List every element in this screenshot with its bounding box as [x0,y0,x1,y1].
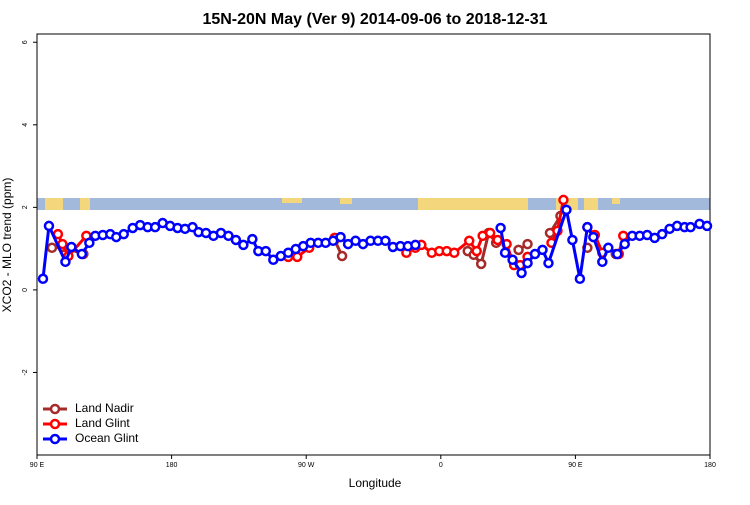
point [471,245,482,257]
point [46,242,58,254]
legend-marker [49,418,61,430]
point [543,257,554,269]
y-axis-label: XCO2 - MLO trend (ppm) [0,178,14,313]
point [66,241,77,253]
point [513,244,524,256]
point [247,233,258,245]
y-tick-label: 4 [22,123,29,127]
legend-marker [49,403,61,415]
y-tick-label: 6 [22,40,29,44]
point [238,239,249,251]
point [380,235,391,247]
point [529,248,541,260]
point [612,248,623,260]
point [516,267,527,279]
x-tick-label: 180 [704,462,716,469]
point [463,235,475,247]
point [588,231,599,243]
point [603,242,614,254]
point [656,228,668,240]
point [84,237,95,249]
x-axis-label: Longitude [349,476,402,490]
point [223,230,234,242]
point [60,256,71,268]
chart-title: 15N-20N May (Ver 9) 2014-09-06 to 2018-1… [202,11,547,28]
point [685,221,696,233]
point [582,221,593,233]
point [37,273,49,285]
point [484,227,496,239]
point [335,231,346,243]
x-tick-label: 90 W [298,462,315,469]
point [230,234,242,246]
legend-label: Ocean Glint [75,431,139,445]
y-tick-label: 0 [22,288,29,292]
point [149,221,161,233]
point [558,194,569,206]
x-tick-label: 180 [166,462,178,469]
x-tick-label: 90 E [30,462,45,469]
x-tick-label: 0 [439,462,443,469]
point [619,238,631,250]
y-tick-label: 2 [22,205,29,209]
point [597,256,608,268]
point [410,239,421,251]
legend-label: Land Nadir [75,401,134,415]
map-strip [37,198,710,210]
point [567,234,578,246]
point [475,258,487,270]
point [561,204,572,216]
y-tick-label: -2 [22,369,29,375]
point [507,254,518,266]
point [701,220,713,232]
point [522,257,533,269]
point [76,248,88,260]
plot-frame [36,33,711,456]
point [449,247,460,259]
point [495,222,506,234]
legend-label: Land Glint [75,416,130,430]
legend-marker [49,433,61,445]
point [522,238,533,250]
point [537,244,548,256]
point [43,220,55,232]
point [492,234,503,246]
point [574,273,586,285]
point [118,228,129,240]
point [499,247,511,259]
point [618,230,629,242]
x-tick-label: 90 E [568,462,583,469]
point [336,250,348,262]
point [260,245,272,257]
